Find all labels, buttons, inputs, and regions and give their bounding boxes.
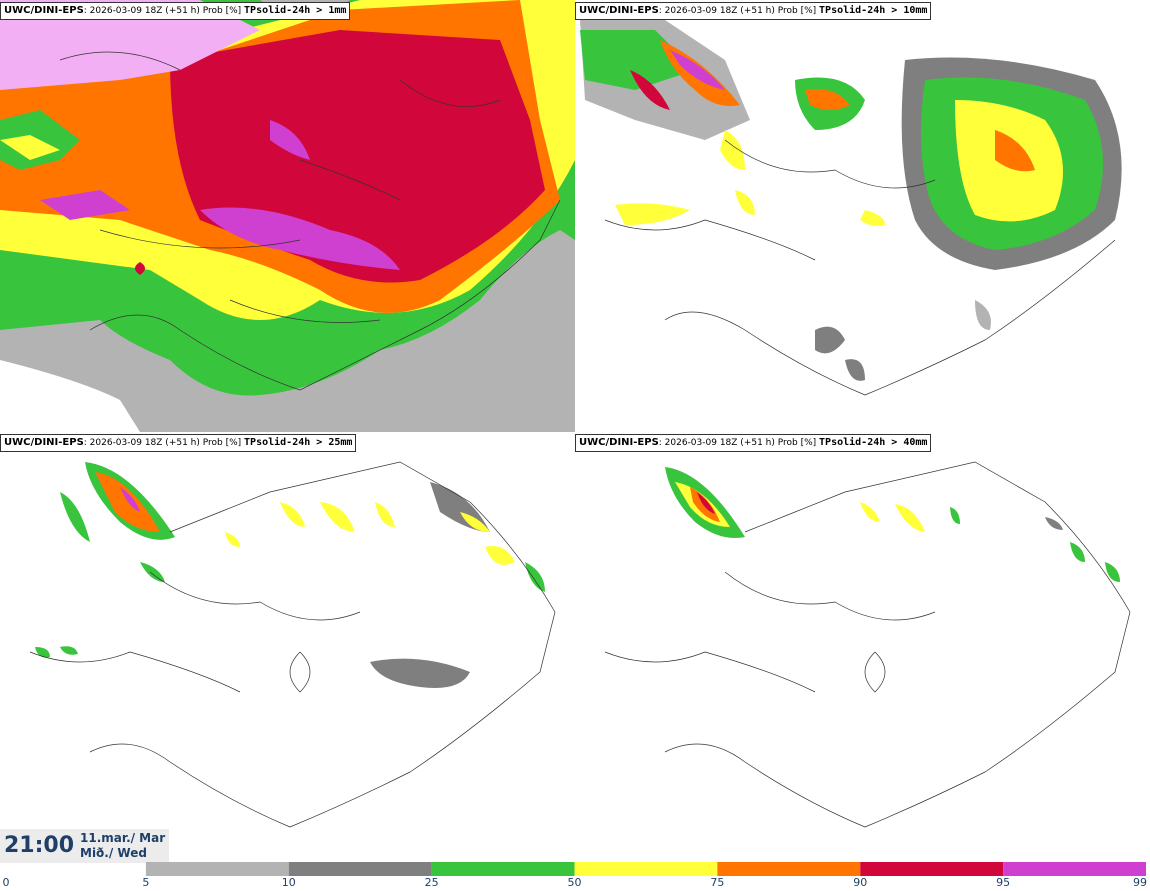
- variable-name: TPsolid-24h > 25mm: [244, 437, 353, 448]
- colorbar-band-1: [288, 862, 432, 876]
- panel-title: UWC/DINI-EPS: 2026-03-09 18Z (+51 h) Pro…: [575, 2, 932, 20]
- variable-name: TPsolid-24h > 10mm: [819, 5, 928, 16]
- map-40mm: [575, 432, 1150, 864]
- colorbar-tick-label: 5: [142, 876, 150, 889]
- run-info: : 2026-03-09 18Z (+51 h) Prob [%]: [658, 438, 820, 448]
- colorbar-band-4: [717, 862, 861, 876]
- colorbar-tick-label: 25: [424, 876, 439, 889]
- colorbar: [145, 862, 1146, 876]
- run-info: : 2026-03-09 18Z (+51 h) Prob [%]: [658, 6, 820, 16]
- colorbar-band-5: [860, 862, 1004, 876]
- panel-title: UWC/DINI-EPS: 2026-03-09 18Z (+51 h) Pro…: [0, 434, 357, 452]
- colorbar-tick-label: 50: [567, 876, 582, 889]
- panel-title: UWC/DINI-EPS: 2026-03-09 18Z (+51 h) Pro…: [0, 2, 351, 20]
- model-name: UWC/DINI-EPS: [579, 5, 659, 16]
- colorbar-band-6: [1003, 862, 1146, 876]
- map-panel-25mm: UWC/DINI-EPS: 2026-03-09 18Z (+51 h) Pro…: [0, 432, 575, 864]
- colorbar-band-3: [574, 862, 718, 876]
- run-info: : 2026-03-09 18Z (+51 h) Prob [%]: [83, 6, 245, 16]
- map-panel-1mm: UWC/DINI-EPS: 2026-03-09 18Z (+51 h) Pro…: [0, 0, 575, 432]
- colorbar-tick-label: 95: [996, 876, 1011, 889]
- colorbar-band-0: [145, 862, 289, 876]
- panel-title: UWC/DINI-EPS: 2026-03-09 18Z (+51 h) Pro…: [575, 434, 932, 452]
- variable-name: TPsolid-24h > 1mm: [244, 5, 347, 16]
- model-name: UWC/DINI-EPS: [4, 437, 84, 448]
- map-25mm: [0, 432, 575, 864]
- model-name: UWC/DINI-EPS: [4, 5, 84, 16]
- model-name: UWC/DINI-EPS: [579, 437, 659, 448]
- colorbar-tick-label: 0: [2, 876, 10, 889]
- map-10mm: [575, 0, 1150, 432]
- colorbar-band-2: [431, 862, 575, 876]
- valid-date: 11.mar./ Mar Mið./ Wed: [80, 831, 165, 861]
- colorbar-tick-label: 90: [853, 876, 868, 889]
- run-info: : 2026-03-09 18Z (+51 h) Prob [%]: [83, 438, 245, 448]
- valid-time-box: 21:00 11.mar./ Mar Mið./ Wed: [0, 829, 169, 863]
- colorbar-tick-label: 99: [1133, 876, 1147, 889]
- date-line-1: 11.mar./ Mar: [80, 831, 166, 845]
- map-panel-10mm: UWC/DINI-EPS: 2026-03-09 18Z (+51 h) Pro…: [575, 0, 1150, 432]
- map-panel-40mm: UWC/DINI-EPS: 2026-03-09 18Z (+51 h) Pro…: [575, 432, 1150, 864]
- date-line-2: Mið./ Wed: [80, 846, 147, 860]
- colorbar-tick-label: 75: [710, 876, 725, 889]
- variable-name: TPsolid-24h > 40mm: [819, 437, 928, 448]
- map-1mm: [0, 0, 575, 432]
- colorbar-tick-label: 10: [281, 876, 296, 889]
- valid-time: 21:00: [4, 833, 75, 858]
